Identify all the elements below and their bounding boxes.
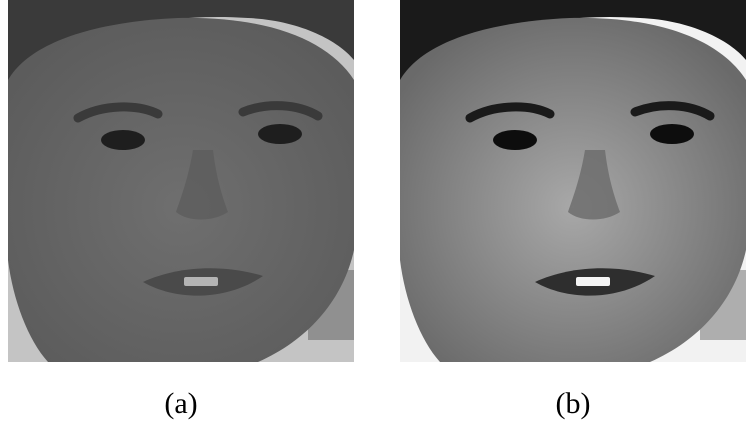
face-drawing: [400, 0, 746, 362]
nose: [176, 150, 228, 220]
left-eyebrow: [73, 102, 163, 123]
face-image-a: [8, 0, 354, 362]
caption-b: (b): [555, 387, 591, 420]
teeth: [184, 277, 218, 286]
caption-a: (a): [164, 387, 198, 420]
teeth: [576, 277, 610, 286]
left-eyebrow: [465, 102, 555, 123]
nose: [568, 150, 620, 220]
hair: [8, 0, 354, 95]
left-eye: [101, 130, 145, 150]
right-eye: [650, 124, 694, 144]
face-image-b: [400, 0, 746, 362]
hair: [400, 0, 746, 95]
right-eyebrow: [630, 101, 715, 121]
right-eyebrow: [238, 101, 323, 121]
face-drawing: [8, 0, 354, 362]
right-eye: [258, 124, 302, 144]
left-eye: [493, 130, 537, 150]
face-skin: [400, 17, 746, 362]
face-skin: [8, 17, 354, 362]
